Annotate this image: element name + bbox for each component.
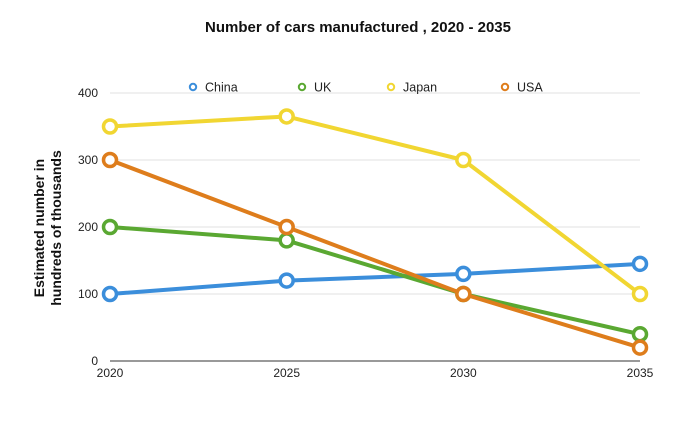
data-point [101, 118, 119, 135]
data-point [455, 151, 472, 169]
legend-label: UK [314, 81, 332, 95]
x-tick-label: 2025 [273, 366, 300, 380]
data-point [455, 285, 472, 303]
legend-item: China [188, 81, 238, 95]
series-line [108, 158, 642, 350]
data-point [631, 255, 649, 273]
data-point [101, 285, 119, 303]
legend-marker [386, 82, 396, 92]
y-tick-labels: 0 100 200 300 400 [78, 86, 98, 368]
series-lines [101, 108, 649, 356]
y-tick-label: 0 [91, 354, 98, 368]
legend-marker [188, 82, 198, 92]
y-tick-label: 300 [78, 153, 98, 167]
y-axis-label-line-1: Estimated number in [31, 159, 47, 297]
legend-item: Japan [386, 81, 437, 95]
series-japan [101, 108, 649, 303]
data-point [455, 265, 472, 283]
chart-title: Number of cars manufactured , 2020 - 203… [205, 19, 511, 36]
legend-label: China [205, 81, 238, 95]
x-tick-labels: 2020 2025 2030 2035 [97, 366, 654, 380]
legend-item: UK [297, 81, 332, 95]
y-tick-label: 200 [78, 220, 98, 234]
data-point [101, 218, 119, 236]
legend-label: USA [517, 81, 543, 95]
y-axis-label: Estimated number in hundreds of thousand… [31, 150, 64, 306]
data-point [278, 272, 295, 289]
legend-label: Japan [403, 81, 437, 95]
legend-marker [297, 82, 307, 92]
data-point [278, 108, 295, 125]
series-usa [101, 151, 649, 356]
data-point [631, 339, 649, 356]
series-china [101, 255, 649, 303]
x-tick-label: 2020 [97, 366, 124, 380]
x-tick-label: 2030 [450, 366, 477, 380]
data-point [631, 285, 649, 303]
y-tick-label: 400 [78, 86, 98, 100]
legend-item: USA [500, 81, 543, 95]
data-point [278, 218, 295, 236]
x-tick-label: 2035 [627, 366, 654, 380]
data-point [631, 325, 649, 343]
series-line [108, 225, 642, 337]
legend-marker [500, 82, 510, 92]
data-point [278, 232, 295, 249]
series-line [108, 261, 642, 296]
y-axis-label-line-2: hundreds of thousands [48, 150, 64, 306]
data-point [101, 151, 119, 169]
series-line [108, 114, 642, 296]
legend: China UK Japan USA [188, 81, 543, 95]
y-tick-label: 100 [78, 287, 98, 301]
